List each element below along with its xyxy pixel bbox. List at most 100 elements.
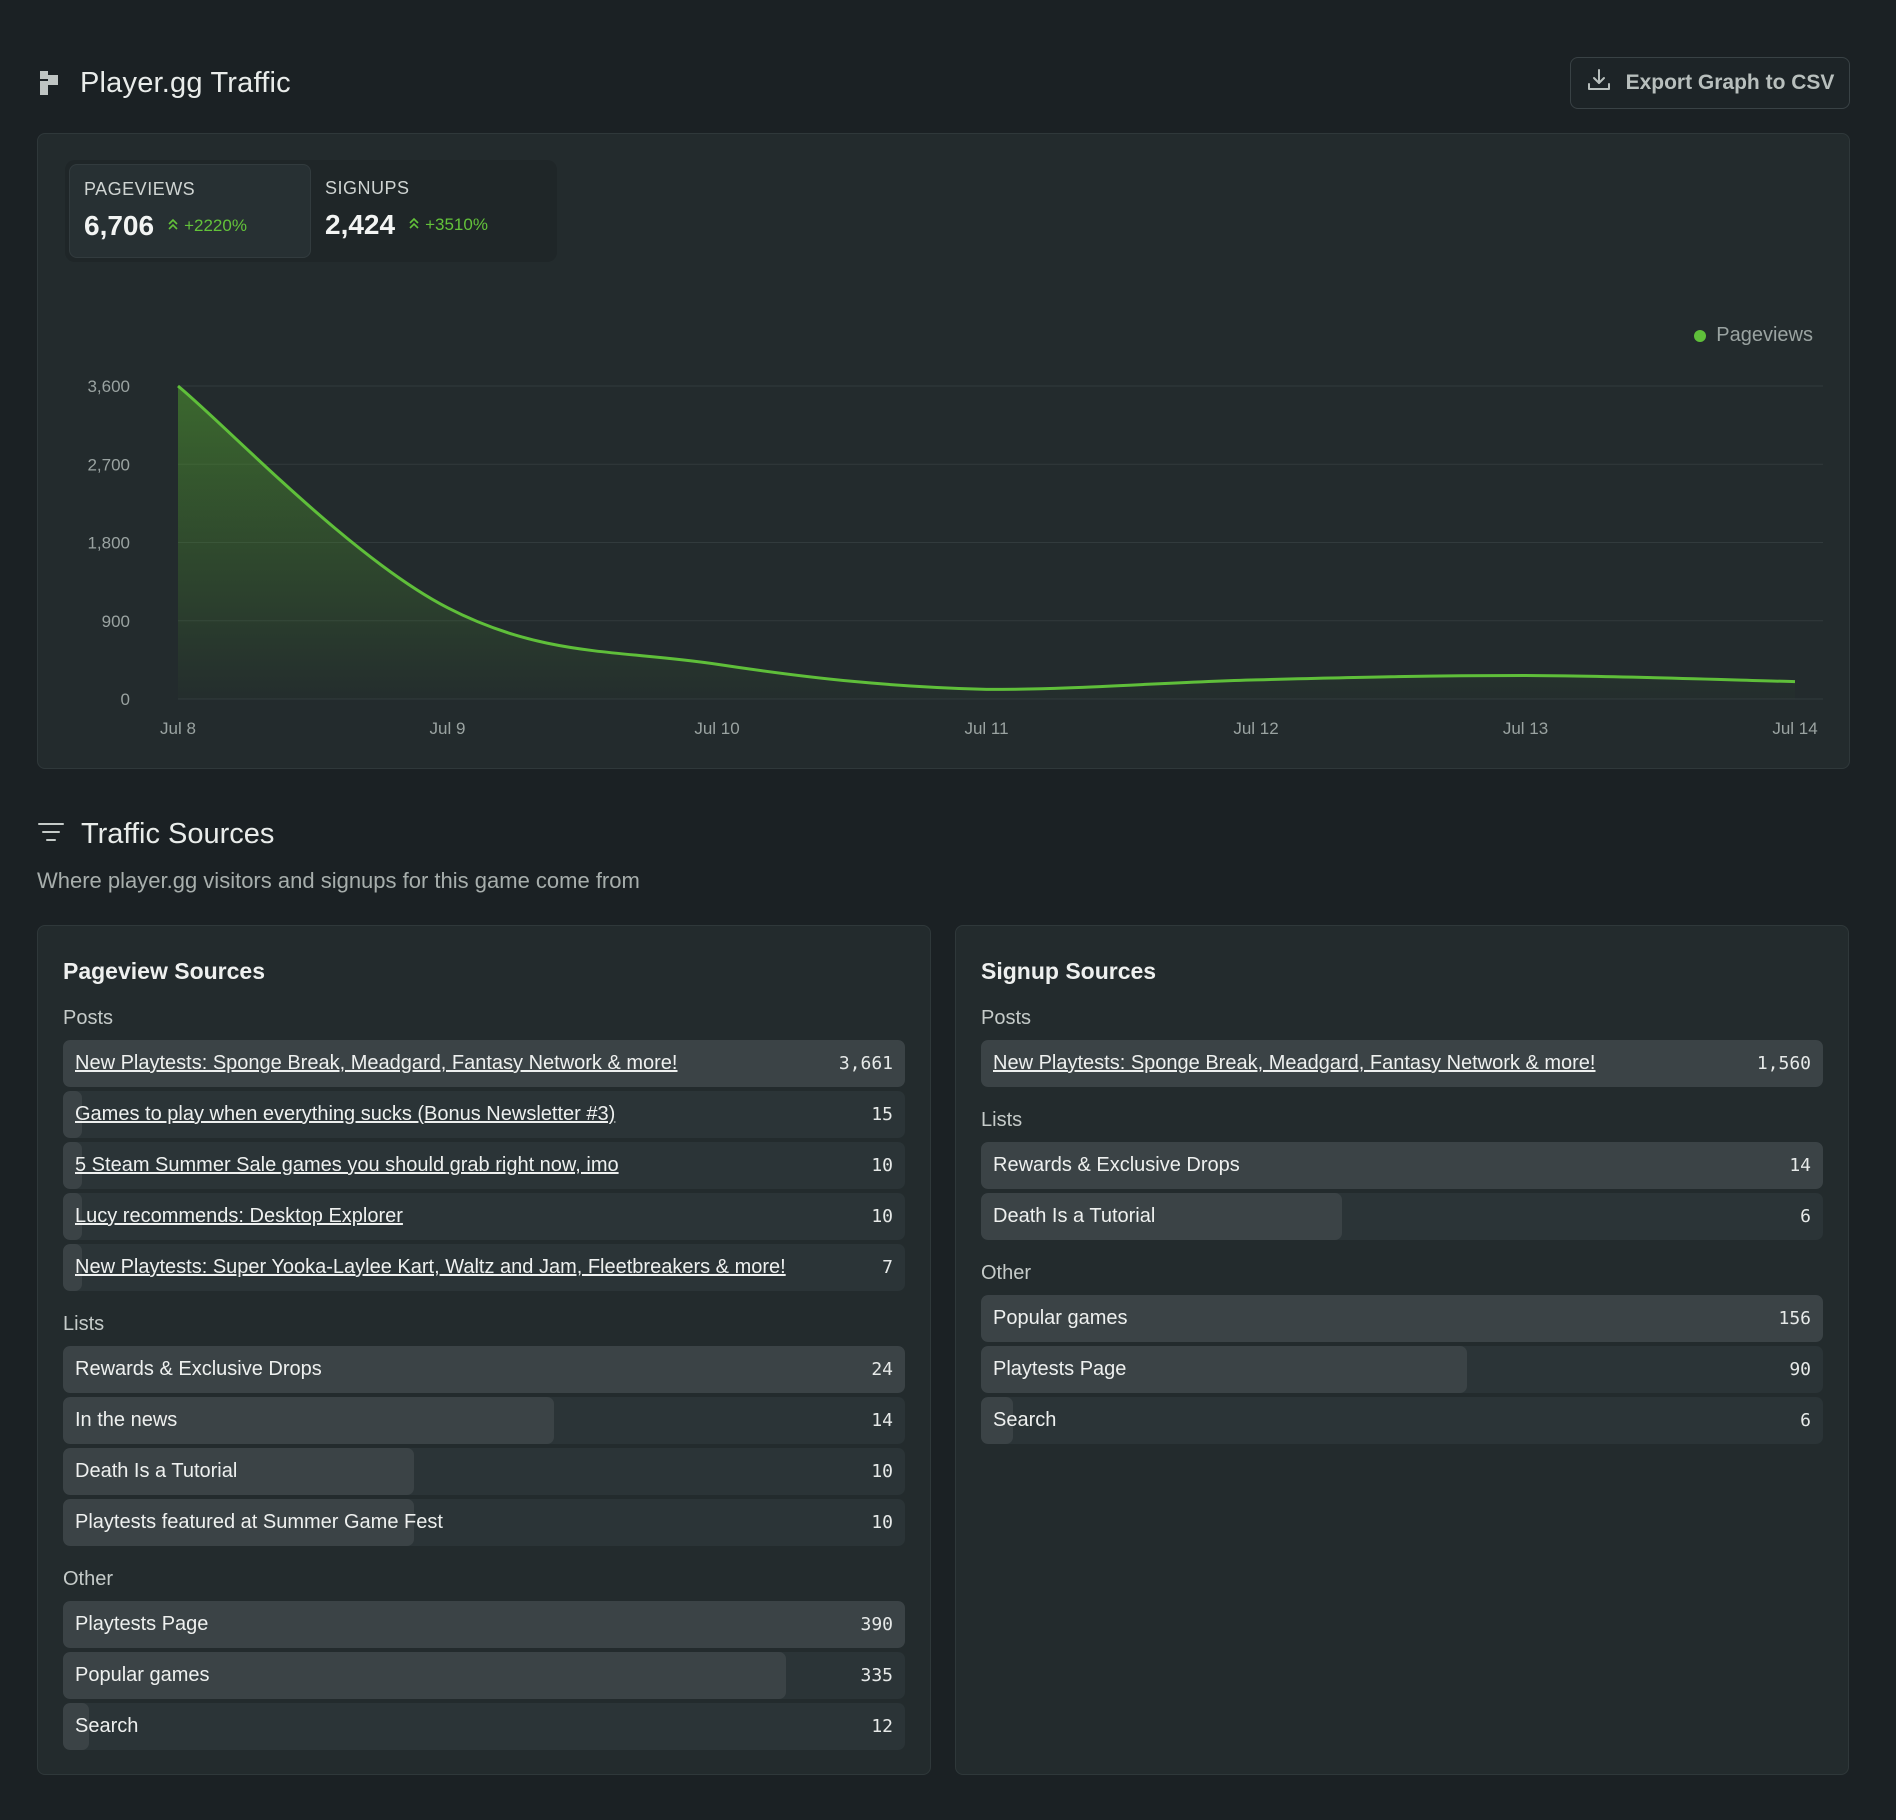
- source-row: Death Is a Tutorial 10: [63, 1448, 905, 1495]
- stat-label: PAGEVIEWS: [84, 179, 196, 199]
- source-bar-fill: [63, 1397, 555, 1444]
- source-count: 10: [871, 1155, 893, 1176]
- x-tick-label: Jul 11: [964, 719, 1008, 738]
- x-tick-label: Jul 13: [1503, 719, 1548, 738]
- source-bar-fill: [63, 1703, 89, 1750]
- group-label-posts: Posts: [981, 1007, 1032, 1029]
- source-label: Playtests featured at Summer Game Fest: [75, 1511, 443, 1533]
- source-label: Popular games: [75, 1664, 210, 1686]
- source-link[interactable]: New Playtests: Sponge Break, Meadgard, F…: [993, 1052, 1596, 1074]
- source-count: 390: [860, 1614, 893, 1635]
- source-label: Playtests Page: [75, 1613, 209, 1635]
- source-count: 1,560: [1756, 1053, 1811, 1074]
- source-count: 10: [871, 1206, 893, 1227]
- source-row: Playtests Page 90: [981, 1346, 1823, 1393]
- source-row: Rewards & Exclusive Drops 24: [63, 1346, 905, 1393]
- source-link[interactable]: New Playtests: Sponge Break, Meadgard, F…: [75, 1052, 678, 1074]
- source-bar-fill: [981, 1397, 1014, 1444]
- double-chevron-up-icon: [407, 215, 421, 235]
- card-title: Signup Sources: [981, 958, 1157, 984]
- pageview-sources-card: Pageview Sources Posts New Playtests: Spo…: [37, 925, 931, 1775]
- source-row[interactable]: Games to play when everything sucks (Bon…: [63, 1091, 905, 1138]
- stat-change-value: +3510%: [425, 215, 488, 234]
- filter-icon: [37, 820, 65, 849]
- y-tick-label: 3,600: [87, 377, 130, 396]
- source-row: Death Is a Tutorial 6: [981, 1193, 1823, 1240]
- source-bar-fill: [63, 1346, 905, 1393]
- source-count: 6: [1800, 1206, 1811, 1227]
- traffic-chart-card: PAGEVIEWS 6,706 +2220% SIGNUPS 2,424: [37, 133, 1850, 769]
- source-link[interactable]: New Playtests: Super Yooka-Laylee Kart, …: [75, 1256, 786, 1278]
- download-icon: [1586, 67, 1612, 99]
- source-count: 14: [1789, 1155, 1811, 1176]
- source-count: 3,661: [838, 1053, 893, 1074]
- y-tick-label: 0: [121, 690, 130, 709]
- source-label: Search: [75, 1715, 139, 1737]
- source-link[interactable]: Lucy recommends: Desktop Explorer: [75, 1205, 403, 1227]
- traffic-sources-title: Traffic Sources: [81, 818, 275, 850]
- source-label: Death Is a Tutorial: [75, 1460, 238, 1482]
- group-label-lists: Lists: [981, 1109, 1023, 1131]
- stat-value: 2,424: [325, 209, 396, 240]
- source-label: In the news: [75, 1409, 178, 1431]
- x-tick-label: Jul 10: [694, 719, 739, 738]
- source-bar-fill: [63, 1244, 82, 1291]
- header-title-group: Player.gg Traffic: [38, 67, 291, 100]
- source-row[interactable]: New Playtests: Super Yooka-Laylee Kart, …: [63, 1244, 905, 1291]
- source-bar-fill: [63, 1040, 905, 1087]
- source-bar-fill: [981, 1346, 1467, 1393]
- source-bar-fill: [981, 1040, 1823, 1087]
- stats-switcher: PAGEVIEWS 6,706 +2220% SIGNUPS 2,424: [65, 160, 557, 262]
- group-label-posts: Posts: [63, 1007, 114, 1029]
- source-count: 24: [871, 1359, 893, 1380]
- source-row: Search 6: [981, 1397, 1823, 1444]
- source-row[interactable]: Lucy recommends: Desktop Explorer 10: [63, 1193, 905, 1240]
- source-bar-fill: [63, 1601, 905, 1648]
- source-bar-fill: [981, 1193, 1342, 1240]
- source-link[interactable]: 5 Steam Summer Sale games you should gra…: [75, 1154, 619, 1176]
- source-label: Rewards & Exclusive Drops: [993, 1154, 1240, 1176]
- source-link[interactable]: Games to play when everything sucks (Bon…: [75, 1103, 616, 1125]
- source-label: Playtests Page: [993, 1358, 1127, 1380]
- source-row: Search 12: [63, 1703, 905, 1750]
- pageviews-area: [178, 386, 1795, 699]
- source-count: 335: [860, 1665, 893, 1686]
- source-count: 6: [1800, 1410, 1811, 1431]
- pageviews-line: [177, 384, 1796, 691]
- stat-signups[interactable]: SIGNUPS 2,424 +3510%: [311, 164, 553, 258]
- export-csv-button[interactable]: Export Graph to CSV: [1570, 57, 1850, 109]
- source-count: 15: [871, 1104, 893, 1125]
- source-count: 7: [882, 1257, 893, 1278]
- source-label: Popular games: [993, 1307, 1128, 1329]
- source-row: Popular games 156: [981, 1295, 1823, 1342]
- group-label-lists: Lists: [63, 1313, 105, 1335]
- source-bar-fill: [981, 1295, 1823, 1342]
- source-row[interactable]: New Playtests: Sponge Break, Meadgard, F…: [63, 1040, 905, 1087]
- source-row: Playtests featured at Summer Game Fest 10: [63, 1499, 905, 1546]
- source-row[interactable]: 5 Steam Summer Sale games you should gra…: [63, 1142, 905, 1189]
- stat-change: +2220%: [166, 216, 247, 236]
- page-header: Player.gg Traffic Export Graph to CSV: [38, 57, 1850, 109]
- source-count: 156: [1778, 1308, 1811, 1329]
- legend-dot: [1694, 329, 1707, 342]
- source-row[interactable]: New Playtests: Sponge Break, Meadgard, F…: [981, 1040, 1823, 1087]
- source-bar-fill: [63, 1448, 414, 1495]
- source-row: Playtests Page 390: [63, 1601, 905, 1648]
- source-bar-fill: [63, 1142, 82, 1189]
- source-count: 10: [871, 1461, 893, 1482]
- source-bar-fill: [63, 1091, 82, 1138]
- source-row: Popular games 335: [63, 1652, 905, 1699]
- chart-legend: Pageviews: [1694, 324, 1813, 347]
- legend-label: Pageviews: [1716, 324, 1813, 346]
- traffic-sources-subtitle: Where player.gg visitors and signups for…: [37, 868, 640, 893]
- source-count: 14: [871, 1410, 893, 1431]
- stat-label: SIGNUPS: [325, 178, 410, 198]
- signup-sources-card: Signup Sources Posts New Playtests: Spong…: [955, 925, 1849, 1775]
- source-count: 90: [1789, 1359, 1811, 1380]
- y-tick-label: 1,800: [87, 534, 130, 553]
- source-label: Death Is a Tutorial: [993, 1205, 1156, 1227]
- source-row: Rewards & Exclusive Drops 14: [981, 1142, 1823, 1189]
- double-chevron-up-icon: [166, 216, 180, 236]
- x-tick-label: Jul 14: [1772, 719, 1817, 738]
- stat-pageviews[interactable]: PAGEVIEWS 6,706 +2220%: [69, 164, 311, 258]
